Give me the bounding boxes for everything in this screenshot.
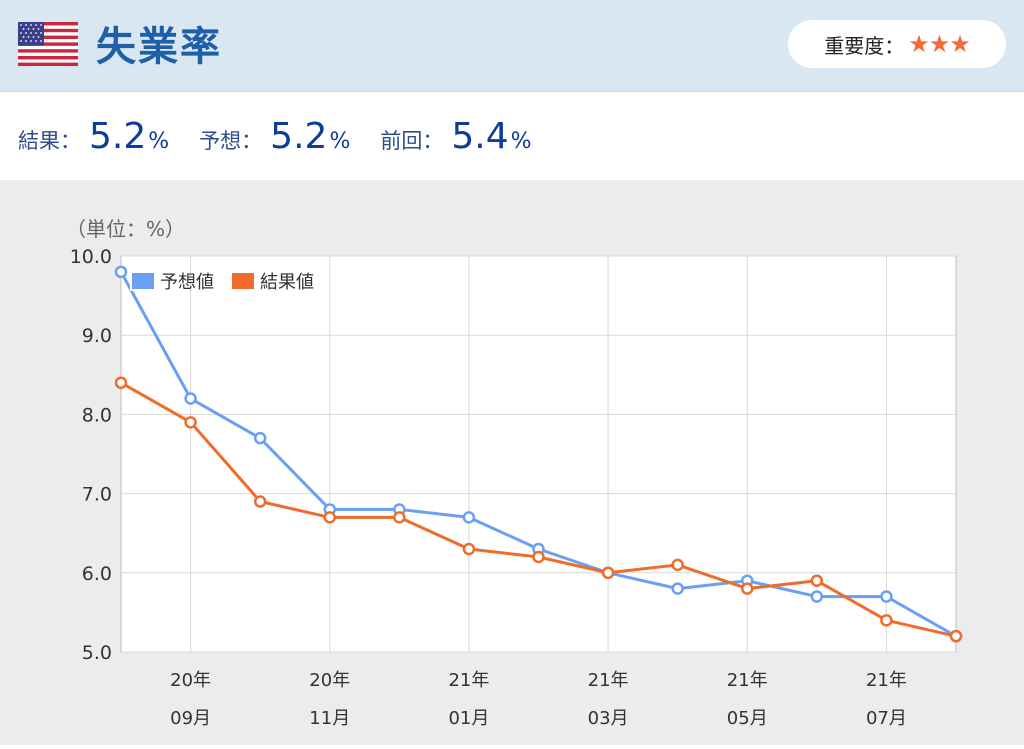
x-tick-year: 21年 xyxy=(448,670,489,691)
stat-unit: % xyxy=(148,129,170,154)
importance-label: 重要度： xyxy=(824,33,905,58)
data-point xyxy=(601,566,615,580)
data-point xyxy=(253,495,267,508)
y-tick-label: 8.0 xyxy=(82,404,112,426)
page-title: 失業率 xyxy=(96,24,222,70)
legend-label: 予想値 xyxy=(160,272,214,293)
data-point xyxy=(949,629,963,643)
legend-swatch xyxy=(230,271,256,291)
y-tick-label: 5.0 xyxy=(82,642,112,664)
x-tick-month: 11月 xyxy=(309,708,350,729)
data-point xyxy=(741,582,754,595)
data-point xyxy=(810,574,824,587)
stat-label: 結果： xyxy=(18,129,81,153)
y-tick-label: 10.0 xyxy=(70,246,112,268)
indicator-header: 失業率 重要度： ★★★ xyxy=(0,0,1024,92)
plot-background xyxy=(120,255,957,653)
stat-result: 結果： 5.2 % xyxy=(18,116,169,157)
data-point xyxy=(671,582,684,595)
data-point xyxy=(532,550,545,564)
chart-container: 10.0 9.0 8.0 7.0 6.0 5.0 20年 09月 20年 11月 21年 01月 21年… xyxy=(0,180,1024,745)
x-tick-month: 03月 xyxy=(588,708,629,729)
data-point xyxy=(880,590,893,603)
data-point xyxy=(393,511,406,524)
x-tick-year: 20年 xyxy=(170,670,211,691)
us-flag-icon xyxy=(18,22,78,66)
importance-stars-icon: ★★★ xyxy=(908,30,971,58)
data-point xyxy=(323,511,336,524)
legend-label: 結果値 xyxy=(260,272,314,293)
x-tick-month: 07月 xyxy=(866,708,907,729)
data-point xyxy=(462,542,476,556)
stat-previous: 前回： 5.4 % xyxy=(380,116,531,157)
x-tick-month: 09月 xyxy=(170,708,211,729)
x-tick-year: 21年 xyxy=(866,670,907,691)
stat-value: 5.2 xyxy=(89,116,147,157)
data-point xyxy=(114,265,128,279)
data-point xyxy=(810,590,824,603)
x-tick-year: 21年 xyxy=(588,670,629,691)
importance-badge: 重要度： ★★★ xyxy=(788,20,1006,68)
legend-swatch xyxy=(130,271,156,291)
x-tick-month: 01月 xyxy=(448,708,489,729)
y-tick-label: 9.0 xyxy=(82,325,112,347)
stat-unit: % xyxy=(510,129,532,154)
data-point xyxy=(114,376,128,389)
stats-row: 結果： 5.2 % 予想： 5.2 % 前回： 5.4 % xyxy=(0,93,1024,180)
stat-value: 5.4 xyxy=(451,116,509,157)
data-point xyxy=(184,416,197,429)
data-point xyxy=(184,392,197,405)
data-point xyxy=(253,431,267,445)
data-point xyxy=(880,614,893,627)
stat-label: 予想： xyxy=(199,129,263,153)
y-unit-label: （単位：%） xyxy=(66,217,185,241)
stat-label: 前回： xyxy=(380,129,444,153)
y-tick-label: 6.0 xyxy=(82,563,112,585)
stat-value: 5.2 xyxy=(270,116,328,157)
y-tick-label: 7.0 xyxy=(82,484,112,506)
stat-forecast: 予想： 5.2 % xyxy=(199,116,350,157)
stat-unit: % xyxy=(329,129,351,154)
data-point xyxy=(671,558,684,572)
x-tick-year: 20年 xyxy=(309,670,350,691)
x-tick-year: 21年 xyxy=(727,670,768,691)
unemployment-line-chart: 10.0 9.0 8.0 7.0 6.0 5.0 20年 09月 20年 11月 21年 01月 21年… xyxy=(66,217,963,729)
data-point xyxy=(462,511,476,524)
x-tick-month: 05月 xyxy=(727,708,768,729)
